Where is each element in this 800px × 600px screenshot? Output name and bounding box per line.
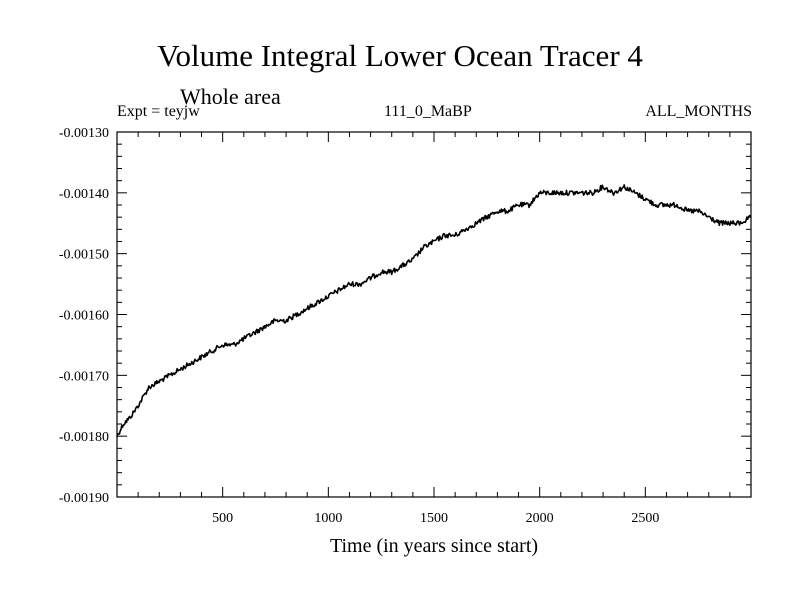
run-label: 111_0_MaBP <box>384 103 472 120</box>
x-tick-label: 1000 <box>314 511 342 526</box>
y-tick-label: -0.00140 <box>59 187 109 202</box>
x-tick-label: 500 <box>212 511 233 526</box>
plot-frame <box>116 131 752 498</box>
x-tick-label: 2000 <box>526 511 554 526</box>
axis-tick-labels: 500 1000 1500 2000 2500 -0.00130 -0.00140 -0.00… <box>59 126 660 526</box>
x-tick-label: 2500 <box>631 511 659 526</box>
y-tick-label: -0.00130 <box>59 126 109 141</box>
chart-title: Volume Integral Lower Ocean Tracer 4 <box>157 38 643 73</box>
y-tick-label: -0.00180 <box>59 430 109 445</box>
x-tick-label: 1500 <box>420 511 448 526</box>
y-tick-label: -0.00170 <box>59 369 109 384</box>
chart-subtitle: Whole area <box>180 84 281 109</box>
y-tick-label: -0.00160 <box>59 309 109 324</box>
period-label: ALL_MONTHS <box>645 103 752 120</box>
y-tick-label: -0.00150 <box>59 248 109 263</box>
experiment-label: Expt = teyjw <box>117 103 200 120</box>
x-axis-title: Time (in years since start) <box>330 535 538 557</box>
axis-ticks <box>117 131 751 498</box>
series-line-teyjw <box>116 184 752 438</box>
y-tick-label: -0.00190 <box>59 491 109 506</box>
